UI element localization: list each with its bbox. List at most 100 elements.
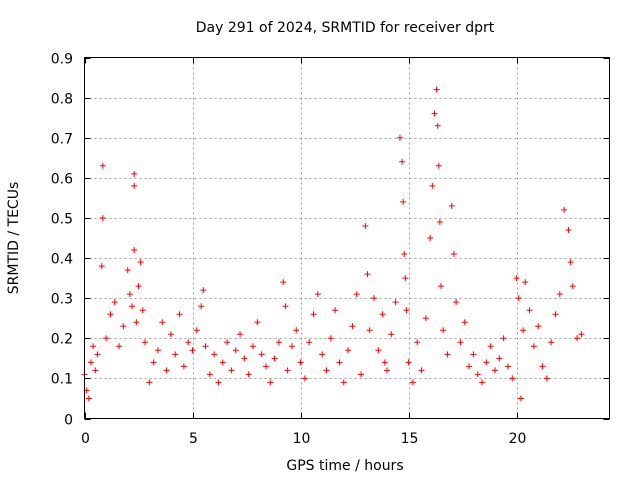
data-point (150, 359, 157, 366)
data-point (99, 214, 106, 221)
data-point (578, 331, 585, 338)
data-point (139, 307, 146, 314)
data-point (211, 351, 218, 358)
data-point (522, 279, 529, 286)
data-point (206, 371, 213, 378)
data-point (280, 279, 287, 286)
data-point (552, 311, 559, 318)
data-point (232, 347, 239, 354)
data-point (569, 283, 576, 290)
data-point (159, 319, 166, 326)
data-point (435, 162, 442, 169)
data-point (543, 375, 550, 382)
data-point (437, 283, 444, 290)
data-point (556, 291, 563, 298)
data-point (366, 327, 373, 334)
data-point (237, 331, 244, 338)
data-point (133, 319, 140, 326)
data-point (228, 367, 235, 374)
data-point (176, 311, 183, 318)
data-point (483, 359, 490, 366)
data-point (131, 182, 138, 189)
data-point (345, 347, 352, 354)
y-tick-label: 0.4 (51, 252, 73, 268)
data-point (383, 367, 390, 374)
data-point (310, 311, 317, 318)
data-point (427, 235, 434, 241)
data-point (436, 218, 443, 225)
data-point (409, 379, 416, 386)
data-point (491, 367, 498, 374)
data-point (526, 307, 533, 314)
grid-lines (84, 57, 610, 419)
x-tick-labels: 0 5 10 15 20 (81, 431, 526, 447)
data-point (561, 206, 568, 213)
data-point (154, 347, 161, 354)
data-point (85, 395, 92, 402)
data-point (126, 291, 133, 298)
data-point (282, 303, 289, 310)
data-point (293, 327, 300, 334)
data-point (224, 339, 231, 346)
data-point (258, 351, 265, 358)
data-point (111, 299, 118, 306)
data-point (399, 158, 406, 165)
data-point (87, 359, 94, 366)
data-point (262, 363, 269, 370)
data-point (453, 299, 460, 306)
data-point (99, 162, 106, 169)
data-point (539, 363, 546, 370)
data-points (81, 86, 585, 402)
data-point (496, 355, 503, 362)
data-point (250, 343, 257, 350)
data-point (141, 339, 148, 346)
y-tick-label: 0.7 (51, 132, 73, 148)
x-tick-label: 15 (401, 431, 419, 447)
data-point (131, 170, 138, 177)
data-point (574, 335, 581, 342)
data-point (388, 331, 395, 338)
data-point (94, 351, 101, 358)
y-tick-labels: 0 0.1 0.2 0.3 0.4 0.5 0.6 0.7 0.8 0.9 (51, 52, 73, 429)
y-axis-label: SRMTID / TECUs (6, 182, 22, 295)
data-point (402, 275, 409, 282)
data-point (434, 122, 441, 129)
data-point (371, 295, 378, 302)
data-point (200, 287, 207, 294)
data-point (327, 335, 334, 342)
data-point (517, 395, 524, 402)
data-point (457, 339, 464, 346)
data-point (405, 359, 412, 366)
data-point (548, 339, 555, 346)
data-point (530, 343, 537, 350)
data-point (103, 335, 110, 342)
data-point (414, 339, 421, 346)
data-point (254, 319, 261, 326)
x-axis-label: GPS time / hours (286, 458, 403, 474)
data-point (245, 371, 252, 378)
data-point (375, 347, 382, 354)
data-point (336, 359, 343, 366)
x-tick-label: 20 (509, 431, 527, 447)
data-point (504, 363, 511, 370)
y-tick-label: 0.3 (51, 292, 73, 308)
data-point (267, 379, 274, 386)
data-point (433, 86, 440, 93)
x-tick-label: 5 (189, 431, 198, 447)
data-point (474, 371, 481, 378)
y-tick-label: 0.2 (51, 332, 73, 348)
data-point (431, 110, 438, 117)
data-point (306, 339, 313, 346)
data-point (440, 327, 447, 334)
data-point (520, 327, 527, 334)
data-point (418, 367, 425, 374)
y-tick-label: 0.9 (51, 52, 73, 68)
y-tick-label: 0.5 (51, 212, 73, 228)
data-point (500, 335, 507, 342)
data-point (401, 251, 408, 258)
data-point (340, 379, 347, 386)
y-tick-label: 0.6 (51, 172, 73, 188)
data-point (444, 351, 451, 358)
data-point (349, 323, 356, 330)
